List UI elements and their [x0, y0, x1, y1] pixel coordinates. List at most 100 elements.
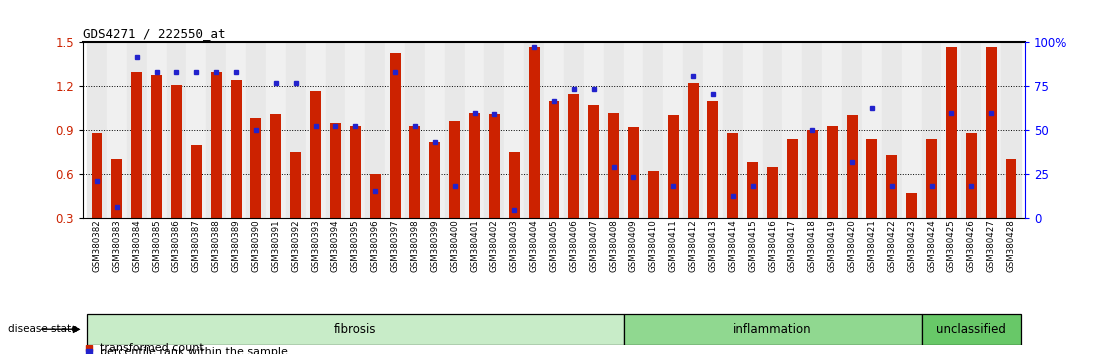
- Text: ▶: ▶: [73, 324, 81, 334]
- Bar: [787, 139, 798, 218]
- Bar: [370, 174, 381, 218]
- Text: disease state: disease state: [8, 324, 81, 334]
- Bar: [464, 42, 484, 218]
- Text: unclassified: unclassified: [936, 323, 1006, 336]
- Bar: [966, 133, 977, 218]
- Bar: [410, 126, 420, 218]
- Bar: [902, 42, 922, 218]
- Bar: [648, 171, 659, 218]
- Bar: [906, 193, 917, 218]
- Bar: [747, 162, 758, 218]
- Bar: [882, 42, 902, 218]
- Bar: [310, 91, 321, 218]
- Bar: [306, 42, 326, 218]
- Bar: [742, 42, 762, 218]
- Bar: [131, 72, 142, 218]
- Bar: [862, 42, 882, 218]
- Bar: [226, 42, 246, 218]
- Bar: [847, 115, 858, 218]
- Bar: [484, 42, 504, 218]
- Bar: [922, 314, 1020, 344]
- Text: transformed count: transformed count: [100, 343, 204, 353]
- Bar: [782, 42, 802, 218]
- Bar: [266, 42, 286, 218]
- Bar: [449, 121, 460, 218]
- Bar: [962, 42, 982, 218]
- Bar: [568, 93, 579, 218]
- Text: fibrosis: fibrosis: [334, 323, 377, 336]
- Bar: [628, 127, 639, 218]
- Text: GDS4271 / 222550_at: GDS4271 / 222550_at: [83, 27, 226, 40]
- Bar: [644, 42, 664, 218]
- Bar: [762, 42, 782, 218]
- Bar: [146, 42, 166, 218]
- Bar: [624, 42, 644, 218]
- Bar: [246, 42, 266, 218]
- Bar: [524, 42, 544, 218]
- Bar: [886, 155, 897, 218]
- Bar: [926, 139, 937, 218]
- Bar: [684, 42, 702, 218]
- Bar: [88, 314, 624, 344]
- Bar: [171, 85, 182, 218]
- Bar: [802, 42, 822, 218]
- Bar: [386, 42, 406, 218]
- Bar: [866, 139, 878, 218]
- Bar: [608, 113, 619, 218]
- Bar: [469, 113, 480, 218]
- Bar: [722, 42, 742, 218]
- Bar: [548, 101, 560, 218]
- Text: percentile rank within the sample: percentile rank within the sample: [100, 347, 288, 354]
- Bar: [390, 53, 400, 218]
- Bar: [107, 42, 126, 218]
- Bar: [290, 152, 301, 218]
- Bar: [942, 42, 962, 218]
- Bar: [88, 42, 107, 218]
- Bar: [424, 42, 444, 218]
- Bar: [822, 42, 842, 218]
- Bar: [922, 42, 942, 218]
- Bar: [326, 42, 346, 218]
- Bar: [564, 42, 584, 218]
- Bar: [664, 42, 684, 218]
- Bar: [429, 142, 440, 218]
- Bar: [230, 80, 242, 218]
- Bar: [604, 42, 624, 218]
- Bar: [509, 152, 520, 218]
- Bar: [1001, 42, 1020, 218]
- Bar: [191, 145, 202, 218]
- Bar: [126, 42, 146, 218]
- Bar: [270, 114, 281, 218]
- Bar: [982, 42, 1001, 218]
- Bar: [206, 42, 226, 218]
- Bar: [366, 42, 386, 218]
- Bar: [406, 42, 424, 218]
- Bar: [211, 72, 222, 218]
- Bar: [504, 42, 524, 218]
- Bar: [489, 114, 500, 218]
- Bar: [668, 115, 679, 218]
- Bar: [151, 75, 162, 218]
- Bar: [807, 130, 818, 218]
- Bar: [842, 42, 862, 218]
- Bar: [544, 42, 564, 218]
- Bar: [624, 314, 922, 344]
- Bar: [250, 118, 261, 218]
- Bar: [946, 47, 957, 218]
- Bar: [346, 42, 366, 218]
- Bar: [166, 42, 186, 218]
- Bar: [986, 47, 996, 218]
- Bar: [330, 123, 341, 218]
- Bar: [827, 126, 838, 218]
- Bar: [688, 84, 698, 218]
- Text: inflammation: inflammation: [733, 323, 812, 336]
- Bar: [708, 101, 718, 218]
- Bar: [1006, 159, 1016, 218]
- Bar: [727, 133, 738, 218]
- Bar: [588, 105, 599, 218]
- Bar: [584, 42, 604, 218]
- Bar: [350, 126, 361, 218]
- Bar: [444, 42, 464, 218]
- Bar: [529, 47, 540, 218]
- Bar: [186, 42, 206, 218]
